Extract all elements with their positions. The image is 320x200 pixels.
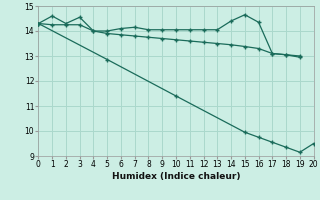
X-axis label: Humidex (Indice chaleur): Humidex (Indice chaleur): [112, 172, 240, 181]
